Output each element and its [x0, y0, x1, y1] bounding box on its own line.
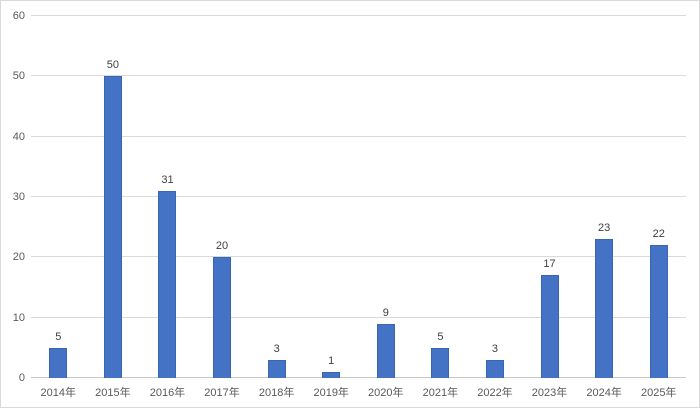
- x-tick-label: 2020年: [368, 387, 404, 399]
- bar-value-label: 9: [382, 306, 389, 319]
- bar-value-label: 20: [215, 240, 229, 253]
- bar-value-label: 5: [55, 330, 62, 343]
- bar-value-label: 31: [161, 173, 174, 186]
- bar: [485, 359, 504, 378]
- x-tick-label: 2025年: [640, 387, 677, 399]
- y-tick-label: 60: [12, 10, 25, 22]
- gridline: [31, 15, 686, 16]
- y-axis: 0 10 20 30 40 50 60: [1, 10, 27, 384]
- x-tick-label: 2014年: [40, 387, 77, 399]
- bar: [595, 239, 614, 378]
- y-tick-label: 20: [12, 251, 25, 264]
- x-tick-label: 2022年: [477, 387, 513, 399]
- y-tick-label: 10: [12, 311, 25, 324]
- x-tick-label: 2023年: [531, 387, 568, 399]
- bar-value-label: 5: [437, 330, 444, 343]
- gridline: [31, 75, 686, 77]
- x-tick-label: 2015年: [95, 387, 131, 399]
- bar: [322, 371, 341, 378]
- bar: [376, 323, 395, 378]
- bar: [540, 275, 559, 378]
- x-tick-label: 2021年: [422, 387, 459, 399]
- gridline: [31, 256, 686, 258]
- gridline: [31, 135, 686, 137]
- bar-value-label: 1: [328, 354, 335, 367]
- bar: [649, 245, 668, 378]
- y-tick-label: 50: [12, 70, 25, 83]
- gridline: [31, 196, 686, 197]
- bar: [431, 347, 450, 378]
- bar-value-label: 23: [598, 222, 611, 235]
- bar-value-label: 3: [273, 342, 280, 355]
- x-tick-label: 2018年: [258, 387, 295, 399]
- bar: [267, 359, 286, 378]
- x-axis: 2014年 2015年 2016年 2017年 2018年 2019年 2020年 2021年…: [31, 379, 686, 401]
- y-tick-label: 0: [18, 372, 25, 384]
- x-tick-label: 2017年: [204, 387, 240, 399]
- bar-value-label: 17: [543, 258, 556, 271]
- bar: [213, 257, 232, 378]
- gridline: [31, 316, 686, 318]
- bar: [158, 190, 177, 378]
- y-tick-label: 40: [12, 130, 25, 143]
- bar: [103, 76, 122, 378]
- bar-value-label: 22: [652, 228, 665, 241]
- bar-value-label: 50: [106, 59, 119, 72]
- x-tick-label: 2019年: [313, 387, 349, 399]
- plot-area: 5 50 31 20 3 1 9 5 3 17 23 22: [31, 15, 686, 378]
- x-tick-label: 2016年: [149, 387, 186, 399]
- bar: [49, 347, 68, 378]
- y-tick-label: 30: [12, 191, 25, 203]
- x-tick-label: 2024年: [586, 387, 622, 399]
- bar-value-label: 3: [491, 342, 499, 355]
- x-axis-line: [31, 377, 686, 378]
